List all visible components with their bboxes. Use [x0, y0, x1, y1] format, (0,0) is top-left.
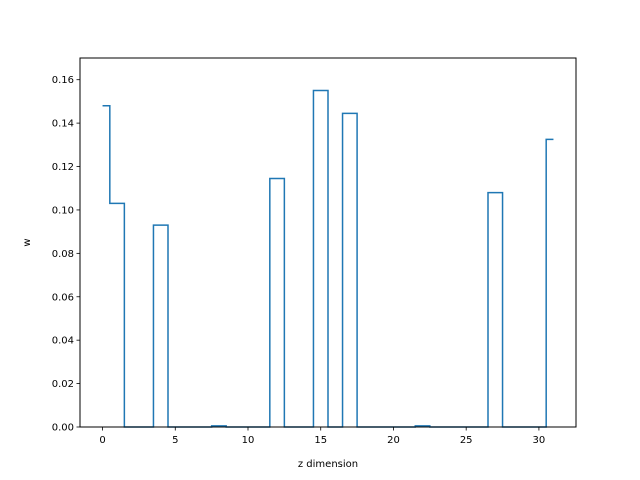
y-tick-label: 0.04	[52, 336, 74, 347]
x-axis-label: z dimension	[298, 459, 358, 470]
x-tick-label: 5	[172, 435, 178, 446]
x-tick-label: 0	[99, 435, 105, 446]
y-axis: 0.00 0.02 0.04 0.06 0.08 0.10 0.12 0.14 0.16	[52, 75, 80, 434]
plot-frame	[79, 57, 577, 428]
y-tick-label: 0.10	[52, 205, 74, 216]
y-tick-label: 0.14	[52, 119, 74, 130]
x-tick-label: 30	[533, 435, 546, 446]
y-tick-label: 0.02	[52, 379, 74, 390]
y-tick-label: 0.00	[52, 423, 74, 434]
x-axis: 0 5 10 15 20 25 30	[99, 427, 545, 446]
x-tick-label: 20	[387, 435, 400, 446]
x-tick-label: 10	[242, 435, 255, 446]
x-tick-label: 15	[314, 435, 327, 446]
y-tick-label: 0.12	[52, 162, 74, 173]
y-tick-label: 0.16	[52, 75, 74, 86]
x-tick-label: 25	[460, 435, 473, 446]
y-axis-label: w	[22, 238, 33, 246]
y-tick-label: 0.06	[52, 292, 74, 303]
y-tick-label: 0.08	[52, 249, 74, 260]
